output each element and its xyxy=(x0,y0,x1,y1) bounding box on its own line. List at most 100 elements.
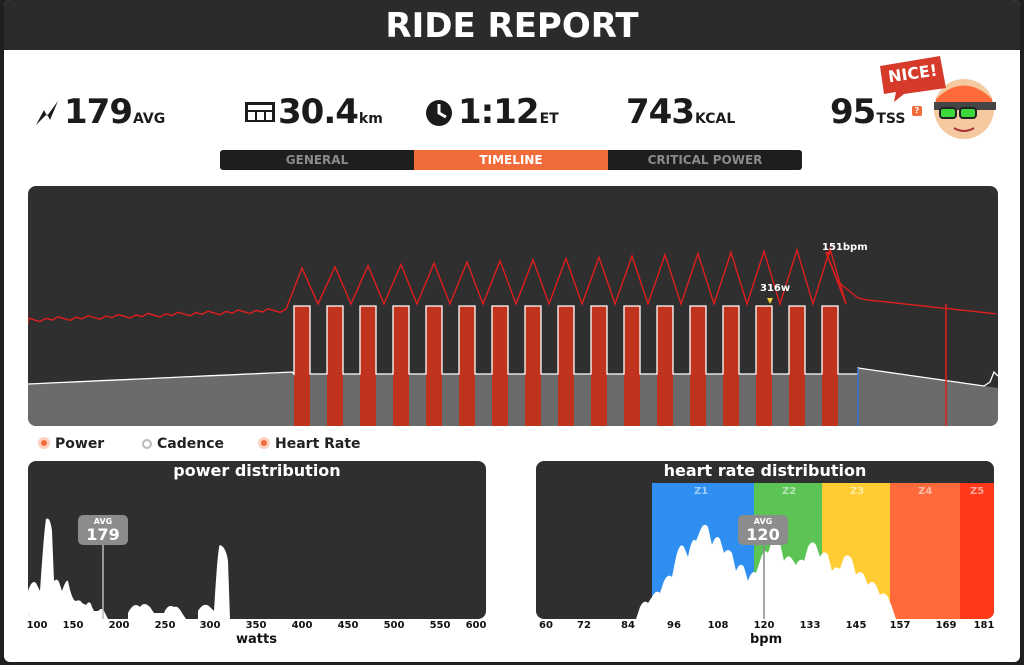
elapsed-time-unit: ET xyxy=(539,111,559,127)
power-tick: 550 xyxy=(429,620,451,631)
ride-report-panel: RIDE REPORT 179AVG 30.4km 1:12ET xyxy=(4,0,1020,662)
tss-unit: TSS xyxy=(876,111,906,127)
heart-rate-distribution-title: heart rate distribution xyxy=(663,461,867,480)
distance-unit: km xyxy=(358,111,383,127)
heart-rate-tick: 84 xyxy=(621,620,635,631)
timeline-chart[interactable]: 316w 151bpm xyxy=(28,186,998,426)
power-interval-bar xyxy=(822,306,838,426)
heart-rate-tick: 72 xyxy=(577,620,591,631)
heart-rate-tick: 169 xyxy=(935,620,957,631)
timeline-plot xyxy=(28,246,998,426)
heart-rate-legend-dot xyxy=(258,437,270,449)
power-tick: 400 xyxy=(291,620,313,631)
heart-rate-tick: 133 xyxy=(799,620,821,631)
power-peak-label: 316w xyxy=(760,283,791,294)
power-axis-label: watts xyxy=(236,632,277,647)
title-bar: RIDE REPORT xyxy=(4,0,1020,50)
tab-timeline[interactable]: TIMELINE xyxy=(414,150,608,170)
calories-value: 743 xyxy=(626,92,695,132)
elapsed-time-value: 1:12 xyxy=(458,92,540,132)
power-tick: 250 xyxy=(154,620,176,631)
power-interval-bar xyxy=(756,306,772,426)
power-legend-dot xyxy=(38,437,50,449)
tss-help-badge[interactable]: ? xyxy=(912,106,922,116)
heart-rate-tick: 157 xyxy=(889,620,911,631)
calories-unit: KCAL xyxy=(694,111,736,127)
zone-z1-label: Z1 xyxy=(694,486,709,497)
legend-power-label: Power xyxy=(55,436,105,452)
legend-heart-rate[interactable]: Heart Rate xyxy=(258,436,361,454)
heart-rate-axis-ticks: 60 72 84 96 108 120 133 145 157 169 181 xyxy=(536,620,994,634)
power-tick: 100 xyxy=(26,620,48,631)
heart-rate-axis-label: bpm xyxy=(750,632,783,647)
heart-rate-avg-badge-value: 120 xyxy=(746,525,780,544)
power-avg-badge: AVG 179 xyxy=(78,515,128,545)
power-tick: 500 xyxy=(383,620,405,631)
cadence-line xyxy=(28,305,998,387)
cadence-area xyxy=(28,368,998,426)
power-tick: 200 xyxy=(108,620,130,631)
stat-tss: 95TSS ? xyxy=(830,92,922,138)
legend-cadence[interactable]: Cadence xyxy=(142,436,224,454)
heart-rate-avg-badge: AVG 120 xyxy=(738,515,788,545)
power-interval-bar xyxy=(690,306,706,426)
legend-cadence-label: Cadence xyxy=(157,436,224,452)
distance-value: 30.4 xyxy=(278,92,359,132)
power-interval-bar xyxy=(657,306,673,426)
report-tabs: GENERAL TIMELINE CRITICAL POWER xyxy=(220,150,802,170)
power-interval-bar xyxy=(492,306,508,426)
power-interval-bar xyxy=(525,306,541,426)
heart-rate-distribution-plot xyxy=(636,483,994,619)
rider-avatar xyxy=(880,56,996,139)
heart-rate-tick: 60 xyxy=(539,620,553,631)
heart-rate-tick: 145 xyxy=(845,620,867,631)
tss-value: 95 xyxy=(830,92,876,132)
power-interval-bar xyxy=(558,306,574,426)
power-interval-bar xyxy=(360,306,376,426)
tab-general[interactable]: GENERAL xyxy=(220,150,414,170)
power-tick: 150 xyxy=(62,620,84,631)
power-interval-bar xyxy=(789,306,805,426)
legend-power[interactable]: Power xyxy=(38,436,104,454)
power-interval-bar xyxy=(426,306,442,426)
cadence-legend-dot xyxy=(142,439,152,449)
hr-peak-marker xyxy=(825,252,831,258)
power-distribution-title: power distribution xyxy=(173,461,341,480)
power-peak-marker xyxy=(767,298,773,304)
power-interval-bar xyxy=(459,306,475,426)
zone-z5-label: Z5 xyxy=(970,486,985,497)
power-avg-value: 179 xyxy=(64,92,133,132)
power-tick: 600 xyxy=(465,620,487,631)
zone-z3-label: Z3 xyxy=(850,486,865,497)
clock-icon xyxy=(426,100,452,126)
power-interval-bar xyxy=(327,306,343,426)
power-avg-badge-label: AVG xyxy=(93,517,113,526)
heart-rate-tick: 120 xyxy=(753,620,775,631)
lightning-icon xyxy=(36,101,58,125)
power-interval-bar xyxy=(294,306,310,426)
power-interval-bar xyxy=(723,306,739,426)
power-tick: 450 xyxy=(337,620,359,631)
tab-critical-power[interactable]: CRITICAL POWER xyxy=(608,150,802,170)
zone-z4-label: Z4 xyxy=(918,486,933,497)
power-axis-ticks: 100 150 200 250 300 350 400 450 500 550 … xyxy=(26,620,487,634)
heart-rate-tick: 96 xyxy=(667,620,681,631)
power-avg-badge-value: 179 xyxy=(86,525,120,544)
page-title: RIDE REPORT xyxy=(385,6,639,46)
stat-calories: 743KCAL xyxy=(626,92,735,138)
legend-heart-rate-label: Heart Rate xyxy=(275,436,361,452)
heart-rate-avg-badge-label: AVG xyxy=(753,517,773,526)
heart-rate-line xyxy=(28,246,997,324)
zone-z2-label: Z2 xyxy=(782,486,797,497)
odometer-icon xyxy=(245,102,275,122)
power-distribution-bars xyxy=(28,518,230,619)
heart-rate-tick: 181 xyxy=(973,620,995,631)
power-tick: 300 xyxy=(199,620,221,631)
power-interval-bar xyxy=(624,306,640,426)
power-tick: 350 xyxy=(245,620,267,631)
hr-peak-label: 151bpm xyxy=(822,242,868,253)
power-interval-bar xyxy=(591,306,607,426)
heart-rate-tick: 108 xyxy=(707,620,729,631)
power-interval-bar xyxy=(393,306,409,426)
power-avg-unit: AVG xyxy=(132,111,166,127)
